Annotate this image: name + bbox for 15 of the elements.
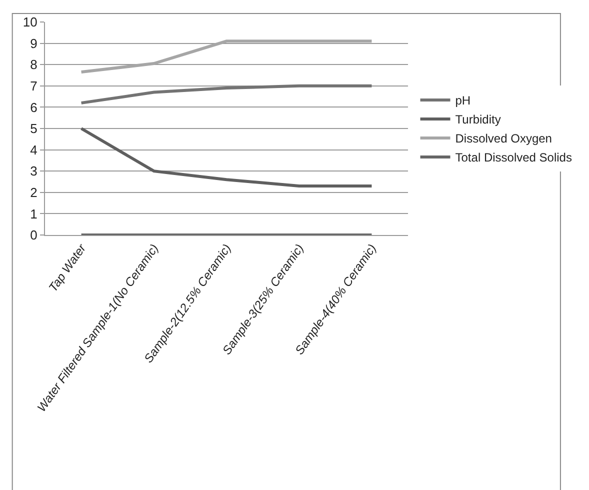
y-tick-label: 0 bbox=[30, 228, 38, 243]
y-tick-label: 2 bbox=[30, 184, 38, 200]
legend-label: pH bbox=[455, 94, 471, 108]
y-tick-label: 3 bbox=[30, 164, 38, 179]
y-tick-label: 8 bbox=[30, 57, 38, 72]
y-tick-label: 1 bbox=[30, 206, 38, 222]
legend-label: Dissolved Oxygen bbox=[455, 132, 552, 146]
y-tick-label: 9 bbox=[30, 36, 38, 51]
y-tick-label: 5 bbox=[30, 121, 38, 136]
y-tick-label: 6 bbox=[30, 100, 38, 115]
y-tick-label: 7 bbox=[30, 78, 38, 94]
y-tick-label: 4 bbox=[30, 142, 38, 158]
legend-label: Total Dissolved Solids bbox=[455, 150, 572, 165]
y-tick-label: 10 bbox=[22, 14, 38, 30]
legend-label: Turbidity bbox=[455, 112, 501, 127]
